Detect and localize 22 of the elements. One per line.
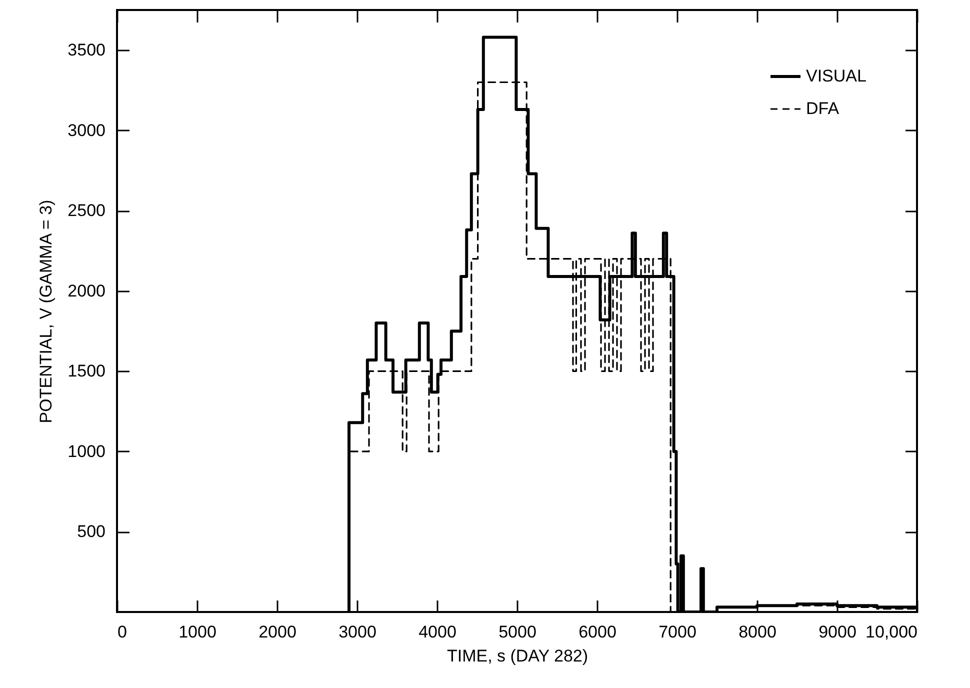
y-tick-label: 3500 (68, 40, 106, 60)
y-tick-label: 1000 (68, 442, 106, 461)
y-tick-label: 500 (77, 522, 106, 542)
y-tick-label: 2500 (68, 201, 106, 220)
x-tick-label: 4000 (418, 622, 456, 642)
y-tick-label: 3000 (68, 120, 106, 140)
x-tick-label: 9000 (818, 622, 856, 642)
x-axis-title: TIME, s (DAY 282) (446, 646, 588, 666)
x-tick-label: 0 (118, 622, 127, 642)
x-tick-label: 2000 (258, 622, 296, 642)
x-tick-label: 5000 (498, 622, 536, 642)
y-axis-title: POTENTIAL, V (GAMMA = 3) (36, 200, 56, 424)
legend-label: DFA (806, 99, 840, 118)
y-tick-label: 1500 (68, 362, 106, 381)
x-tick-label: 10,000 (866, 622, 918, 642)
x-tick-label: 8000 (738, 622, 776, 642)
x-tick-label: 7000 (658, 622, 696, 642)
x-tick-label: 6000 (578, 622, 616, 642)
x-tick-label: 3000 (338, 622, 376, 642)
legend-label: VISUAL (806, 66, 866, 86)
x-tick-label: 1000 (178, 622, 216, 642)
y-tick-label: 2000 (68, 281, 106, 300)
